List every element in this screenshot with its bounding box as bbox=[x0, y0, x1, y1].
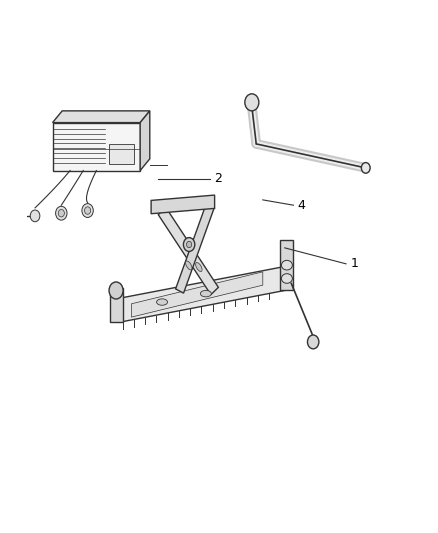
Circle shape bbox=[82, 204, 93, 217]
Polygon shape bbox=[118, 266, 285, 322]
Text: 1: 1 bbox=[350, 257, 358, 270]
Circle shape bbox=[109, 282, 123, 299]
Circle shape bbox=[30, 210, 40, 222]
Circle shape bbox=[58, 209, 64, 217]
Text: 4: 4 bbox=[298, 199, 306, 212]
Polygon shape bbox=[131, 272, 263, 317]
Circle shape bbox=[56, 206, 67, 220]
Circle shape bbox=[85, 207, 91, 214]
Circle shape bbox=[187, 241, 192, 248]
Ellipse shape bbox=[196, 263, 202, 271]
Polygon shape bbox=[110, 288, 123, 322]
Polygon shape bbox=[140, 111, 150, 171]
Polygon shape bbox=[280, 240, 293, 290]
Polygon shape bbox=[151, 195, 215, 214]
Ellipse shape bbox=[281, 274, 293, 284]
Polygon shape bbox=[53, 123, 140, 171]
Text: 2: 2 bbox=[215, 172, 223, 185]
Polygon shape bbox=[158, 207, 219, 295]
Circle shape bbox=[307, 335, 319, 349]
Polygon shape bbox=[176, 204, 214, 293]
Circle shape bbox=[245, 94, 259, 111]
Circle shape bbox=[361, 163, 370, 173]
Polygon shape bbox=[53, 111, 150, 123]
Ellipse shape bbox=[201, 290, 211, 297]
Ellipse shape bbox=[157, 299, 167, 305]
Ellipse shape bbox=[281, 260, 293, 270]
FancyBboxPatch shape bbox=[109, 144, 134, 164]
Circle shape bbox=[184, 238, 195, 252]
Ellipse shape bbox=[186, 261, 192, 270]
